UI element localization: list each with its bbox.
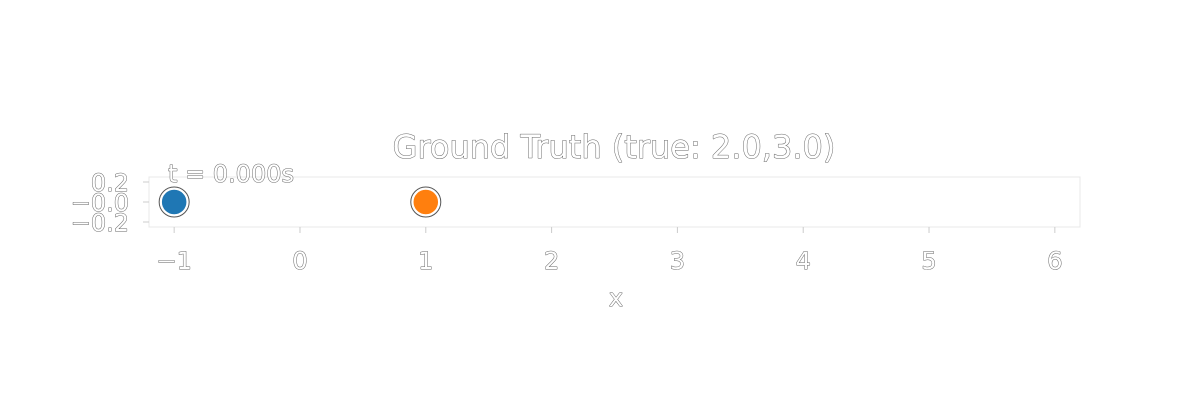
x-tick-label: 1 (418, 247, 433, 275)
scatter-point-outline-2 (410, 186, 442, 218)
x-axis-ticks: −1 0 1 2 3 4 5 6 (156, 227, 1063, 276)
y-tick-label: −0.0 (71, 189, 129, 217)
x-tick-label: 2 (544, 247, 559, 275)
y-tick-label: −0.2 (71, 209, 129, 237)
scatter-point-1 (160, 188, 188, 216)
x-tick-label: −1 (156, 247, 191, 275)
time-annotation: t = 0.000s (168, 160, 294, 188)
x-tick-label: 5 (921, 247, 936, 275)
scatter-points (158, 186, 442, 218)
y-tick-label: 0.2 (91, 169, 129, 197)
x-tick-label: 4 (796, 247, 811, 275)
x-tick-label: 0 (292, 247, 307, 275)
y-axis-ticks: 0.2−0.0−0.2 (70, 169, 149, 238)
chart-title: Ground Truth (true: 2.0,3.0) (393, 128, 836, 166)
x-axis-label: x (609, 284, 623, 312)
x-tick-label: 6 (1047, 247, 1062, 275)
scatter-point-outline-1 (158, 186, 190, 218)
x-tick-label: 3 (670, 247, 685, 275)
scatter-point-2 (412, 188, 440, 216)
